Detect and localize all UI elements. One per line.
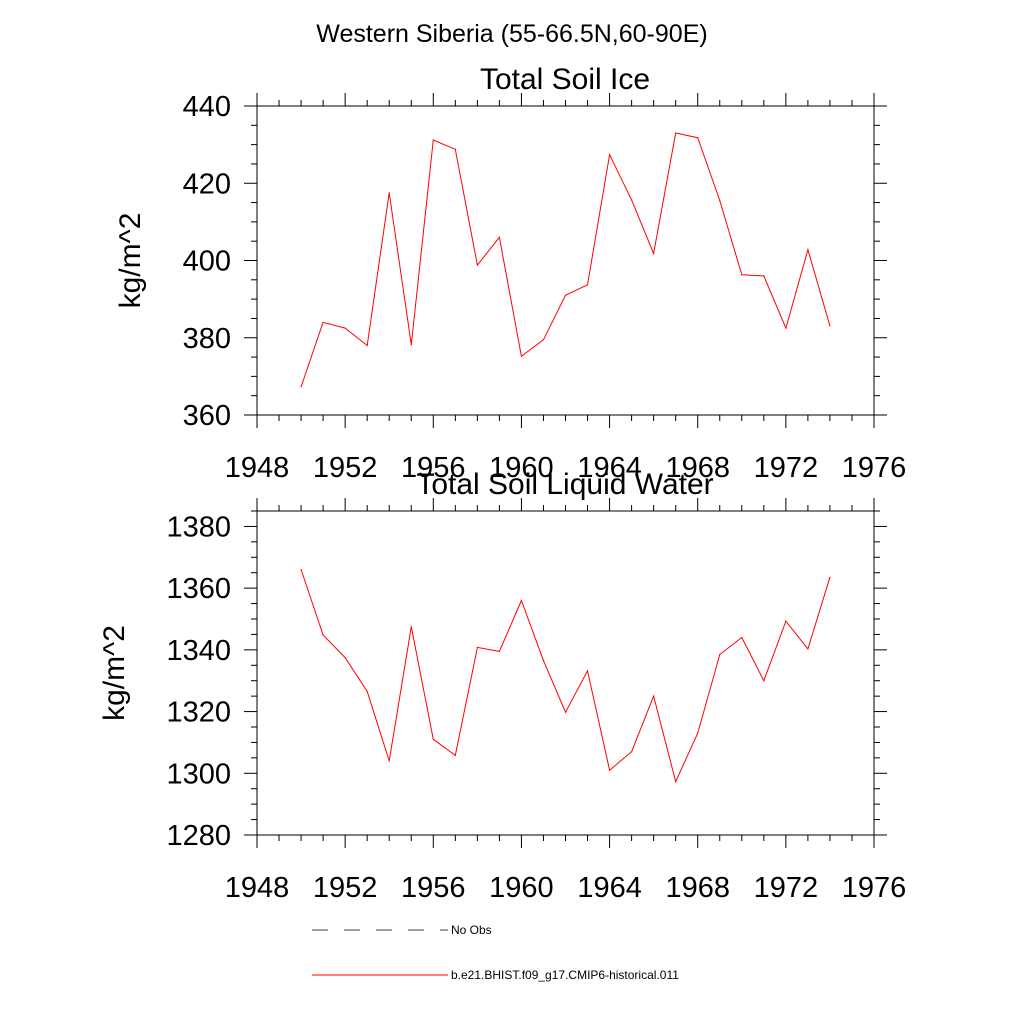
data-point [476,264,478,266]
data-point [564,294,567,296]
data-point [300,386,302,388]
data-point [410,344,412,346]
data-point [829,325,831,327]
data-point [631,199,633,201]
x-tick-label: 1952 [313,452,378,484]
data-point [785,327,787,329]
data-point [829,576,831,578]
data-point [542,339,545,341]
x-tick-label: 1976 [842,872,907,904]
data-point [454,754,456,756]
data-point [653,252,655,255]
soil-ice-panel: Total Soil Ice 1948 1952 1956 1960 1964 1968 19… [114,63,906,484]
data-point [631,751,633,753]
data-point [322,634,324,636]
figure-title: Western Siberia (55-66.5N,60-90E) [316,20,707,48]
data-point [498,650,500,653]
data-point [388,192,390,194]
y-tick-label: 1360 [166,573,231,605]
data-point [719,653,721,656]
data-point [719,200,721,202]
data-point [741,274,743,276]
y-tick-label: 1300 [166,758,231,790]
data-point [366,344,368,347]
data-point [366,690,368,693]
y-axis-label: kg/m^2 [98,625,131,721]
x-tick-label: 1968 [665,872,730,904]
data-point [432,139,434,141]
data-point [498,236,500,238]
data-point [763,680,765,682]
x-tick-label: 1972 [754,452,819,484]
data-point [675,781,677,783]
data-point [785,620,787,622]
data-point [608,154,611,156]
data-point [807,648,809,650]
data-point [388,760,390,762]
data-point [344,656,346,659]
y-tick-label: 420 [183,168,231,200]
x-tick-label: 1952 [313,872,378,904]
data-point [432,738,434,740]
y-tick-label: 1380 [166,511,231,543]
legend-model-label: b.e21.BHIST.f09_g17.CMIP6-historical.011 [451,968,679,982]
y-tick-label: 380 [183,323,231,355]
panel-title: Total Soil Liquid Water [416,468,713,501]
data-point [608,769,611,771]
data-point [697,732,699,734]
data-point [300,569,302,571]
y-tick-label: 400 [183,246,231,278]
x-tick-label: 1960 [489,872,554,904]
y-tick-label: 1320 [166,697,231,729]
y-axis-label: kg/m^2 [114,213,147,309]
data-point [586,670,589,672]
x-tick-label: 1968 [665,452,730,484]
data-point [697,137,699,139]
plot-frame [256,105,875,416]
data-point [542,660,545,662]
y-tick-label: 440 [183,91,231,123]
x-tick-label: 1976 [842,452,907,484]
data-point [454,148,456,150]
data-point [520,599,523,602]
plot-frame [256,510,875,836]
series-line [300,132,831,387]
x-tick-label: 1964 [577,872,642,904]
panel-title: Total Soil Ice [480,63,650,96]
data-point [586,284,589,286]
x-tick-label: 1964 [577,452,642,484]
data-point [520,355,523,357]
series-line [300,569,831,784]
legend: No Obs b.e21.BHIST.f09_g17.CMIP6-histori… [312,923,679,982]
data-point [653,695,655,697]
data-point [410,626,412,628]
data-point [675,132,677,134]
x-tick-label: 1972 [754,872,819,904]
data-point [564,711,567,713]
x-tick-label: 1948 [225,872,290,904]
data-point [322,321,324,323]
data-point [807,249,809,251]
data-point [763,275,765,277]
soil-liquid-water-panel: Total Soil Liquid Water 1948 1952 1956 1960 1… [98,468,906,904]
x-tick-label: 1956 [401,452,466,484]
y-tick-label: 1280 [166,820,231,852]
x-tick-label: 1956 [401,872,466,904]
y-tick-label: 1340 [166,635,231,667]
legend-no-obs-label: No Obs [451,923,492,937]
data-point [741,636,743,639]
x-tick-label: 1960 [489,452,554,484]
data-point [476,646,478,648]
x-tick-label: 1948 [225,452,290,484]
y-tick-label: 360 [183,400,231,432]
data-point [344,327,346,329]
